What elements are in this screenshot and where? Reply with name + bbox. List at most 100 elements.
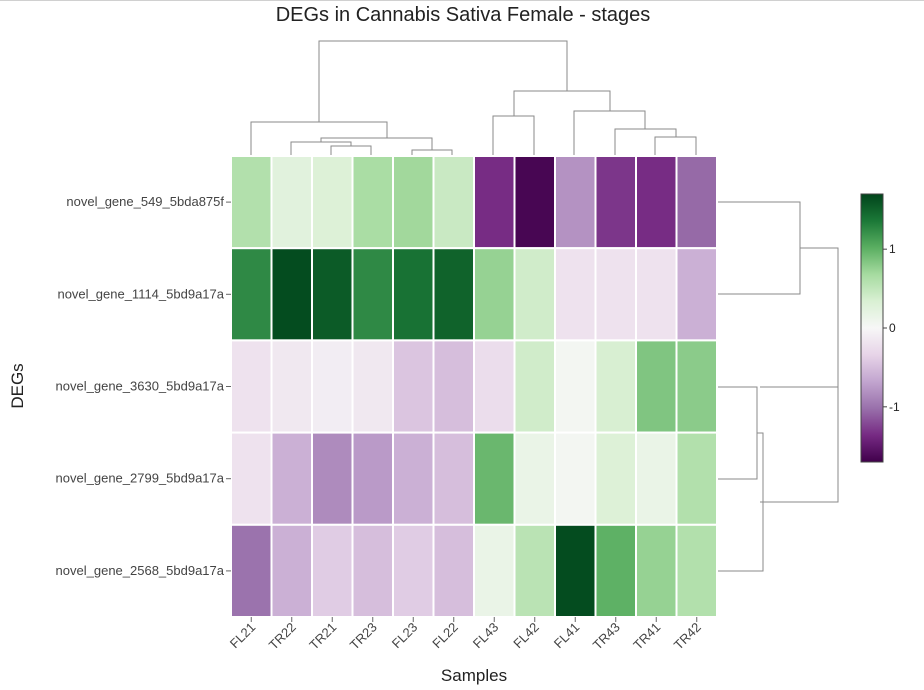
row-labels: novel_gene_549_5bda875f novel_gene_1114_5… bbox=[56, 194, 231, 578]
dendrogram-branch bbox=[654, 136, 697, 156]
heatmap-cell bbox=[311, 155, 354, 250]
dendrogram-branch bbox=[492, 115, 535, 156]
heatmap-cell bbox=[554, 339, 597, 434]
dendrogram-branch bbox=[716, 386, 758, 480]
heatmap-cell bbox=[554, 247, 597, 342]
heatmap-cell bbox=[513, 339, 556, 434]
column-label: TR43 bbox=[590, 620, 623, 653]
dendrogram-branch bbox=[614, 128, 677, 156]
heatmap-cell bbox=[392, 339, 435, 434]
chart-title: DEGs in Cannabis Sativa Female - stages bbox=[276, 4, 651, 26]
heatmap-cell bbox=[635, 431, 678, 526]
row-label: novel_gene_2799_5bd9a17a bbox=[56, 471, 225, 486]
heatmap-cell bbox=[230, 247, 273, 342]
heatmap-cell bbox=[594, 155, 637, 250]
row-label: novel_gene_549_5bda875f bbox=[66, 194, 224, 209]
heatmap-cell bbox=[351, 523, 394, 618]
heatmap-cell bbox=[392, 431, 435, 526]
heatmap-cell bbox=[351, 247, 394, 342]
heatmap-cell bbox=[311, 247, 354, 342]
heatmap-cell bbox=[230, 523, 273, 618]
heatmap-cell bbox=[594, 523, 637, 618]
heatmap-cell bbox=[473, 155, 516, 250]
heatmap-cell bbox=[432, 247, 475, 342]
heatmap-cell bbox=[554, 431, 597, 526]
heatmap-cell bbox=[675, 155, 718, 250]
colorbar: 1 0 -1 bbox=[860, 193, 900, 463]
heatmap-cell bbox=[392, 523, 435, 618]
colorbar-tick-label: 0 bbox=[889, 321, 896, 335]
heatmap-cell bbox=[513, 247, 556, 342]
dendrogram-branch bbox=[800, 247, 839, 387]
heatmap-cell bbox=[473, 431, 516, 526]
column-label: TR42 bbox=[671, 620, 704, 653]
heatmap-cell bbox=[513, 431, 556, 526]
column-label: FL41 bbox=[551, 620, 583, 652]
dendrogram-branch bbox=[716, 432, 764, 572]
heatmap-cell bbox=[635, 339, 678, 434]
dendrogram-branch bbox=[330, 145, 372, 156]
column-label: FL23 bbox=[389, 620, 421, 652]
heatmap-cell bbox=[270, 247, 313, 342]
column-label: TR22 bbox=[266, 620, 299, 653]
heatmap-cell bbox=[432, 523, 475, 618]
top-border-line bbox=[0, 0, 924, 1]
dendrogram-branch bbox=[716, 201, 801, 295]
dendrogram-branch bbox=[290, 141, 352, 156]
row-label: novel_gene_2568_5bd9a17a bbox=[56, 563, 225, 578]
heatmap-cell bbox=[635, 247, 678, 342]
x-axis-title: Samples bbox=[441, 666, 507, 685]
heatmap-cell bbox=[270, 523, 313, 618]
column-labels: FL21 TR22 TR21 TR23 FL23 FL22 FL43 FL42 FL41 TR43… bbox=[227, 617, 704, 653]
column-label: TR21 bbox=[306, 620, 339, 653]
heatmap-cell bbox=[635, 155, 678, 250]
heatmap-cell bbox=[473, 247, 516, 342]
dendrogram-branch bbox=[760, 386, 839, 503]
heatmap-cell bbox=[594, 431, 637, 526]
column-label: TR41 bbox=[630, 620, 663, 653]
column-label: FL22 bbox=[429, 620, 461, 652]
heatmap-cell bbox=[270, 431, 313, 526]
heatmap-cell bbox=[675, 431, 718, 526]
dendrogram-branch bbox=[320, 137, 433, 150]
heatmap-cell bbox=[351, 431, 394, 526]
heatmap-cell bbox=[594, 247, 637, 342]
heatmap-cell bbox=[473, 523, 516, 618]
y-axis-title: DEGs bbox=[8, 363, 27, 408]
column-label: TR23 bbox=[347, 620, 380, 653]
heatmap-cell bbox=[635, 523, 678, 618]
heatmap-cell bbox=[675, 523, 718, 618]
heatmap-cell bbox=[392, 155, 435, 250]
heatmap-cell bbox=[432, 431, 475, 526]
heatmap-cell bbox=[230, 431, 273, 526]
dendrogram-branch bbox=[513, 90, 611, 116]
heatmap-cell bbox=[594, 339, 637, 434]
heatmap-cells bbox=[230, 155, 718, 618]
dendrogram-branch bbox=[318, 40, 568, 122]
heatmap-cell bbox=[230, 155, 273, 250]
heatmap-cell bbox=[230, 339, 273, 434]
heatmap-cell bbox=[675, 339, 718, 434]
heatmap-cell bbox=[513, 155, 556, 250]
heatmap-cell bbox=[554, 155, 597, 250]
row-label: novel_gene_3630_5bd9a17a bbox=[56, 379, 225, 394]
heatmap-cell bbox=[311, 523, 354, 618]
heatmap-cell bbox=[432, 339, 475, 434]
colorbar-tick-label: -1 bbox=[889, 400, 900, 414]
column-dendrogram bbox=[250, 40, 697, 156]
column-label: FL21 bbox=[227, 620, 259, 652]
heatmap-cell bbox=[270, 339, 313, 434]
colorbar-gradient bbox=[860, 193, 884, 463]
heatmap-cell bbox=[432, 155, 475, 250]
heatmap-cell bbox=[311, 339, 354, 434]
dendrogram-branch bbox=[573, 110, 646, 156]
heatmap-cell bbox=[270, 155, 313, 250]
colorbar-ticks: 1 0 -1 bbox=[883, 242, 900, 414]
heatmap-cell bbox=[311, 431, 354, 526]
heatmap-cell bbox=[351, 155, 394, 250]
heatmap-cell bbox=[351, 339, 394, 434]
row-dendrogram bbox=[716, 201, 839, 572]
colorbar-tick-label: 1 bbox=[889, 242, 896, 256]
heatmap-cell bbox=[513, 523, 556, 618]
